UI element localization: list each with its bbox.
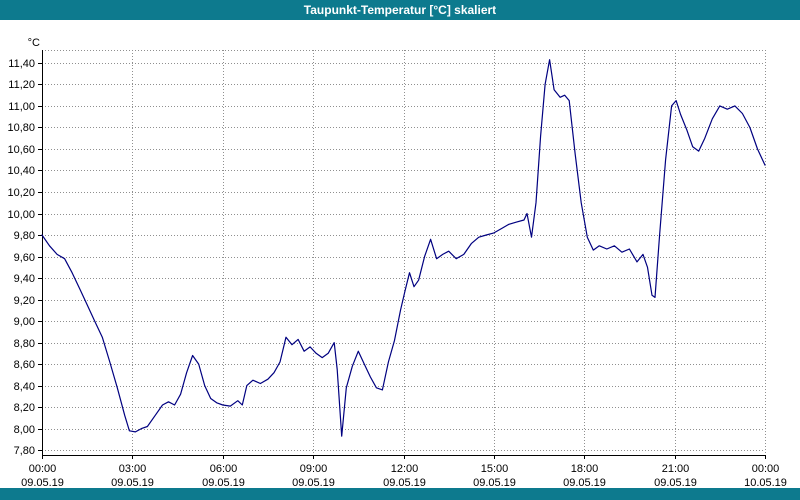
x-tick-time-label: 09:00 [300,463,328,475]
y-tick-label: 10,80 [7,122,35,134]
x-tick-time-label: 03:00 [119,463,147,475]
y-tick-label: 8,00 [14,424,35,436]
y-tick-label: 11,00 [8,101,35,113]
x-tick-date-label: 09.05.19 [21,477,64,489]
y-tick-label: 10,00 [7,209,35,221]
y-tick-label: 9,20 [14,295,35,307]
y-tick-label: 9,40 [14,273,35,285]
x-tick-time-label: 18:00 [571,463,599,475]
y-tick-label: 10,60 [7,144,35,156]
x-tick-time-label: 15:00 [481,463,509,475]
x-tick-time-label: 12:00 [391,463,419,475]
x-tick-time-label: 21:00 [662,463,690,475]
y-tick-label: 9,60 [14,252,35,264]
y-tick-label: 11,20 [8,79,35,91]
y-tick-label: 8,80 [14,338,35,350]
title-bar: Taupunkt-Temperatur [°C] skaliert [0,0,800,20]
bottom-bar [0,488,800,500]
y-tick-label: 11,40 [8,58,35,70]
x-tick-time-label: 06:00 [210,463,238,475]
y-tick-label: 8,60 [14,359,35,371]
x-tick-time-label: 00:00 [752,463,780,475]
x-tick-date-label: 09.05.19 [202,477,245,489]
x-tick-date-label: 09.05.19 [292,477,335,489]
x-tick-time-label: 00:00 [29,463,57,475]
x-tick-date-label: 09.05.19 [111,477,154,489]
y-tick-label: 7,80 [14,445,35,457]
x-tick-date-label: 09.05.19 [473,477,516,489]
x-tick-date-label: 10.05.19 [744,477,787,489]
y-tick-label: 9,80 [14,230,35,242]
chart-title: Taupunkt-Temperatur [°C] skaliert [303,3,497,17]
y-tick-label: 8,20 [14,402,35,414]
x-tick-date-label: 09.05.19 [563,477,606,489]
y-tick-label: 9,00 [14,316,35,328]
series-line [41,59,766,437]
y-tick-label: 10,20 [7,187,35,199]
x-tick-date-label: 09.05.19 [383,477,426,489]
x-tick-date-label: 09.05.19 [654,477,697,489]
y-axis-unit-label: °C [27,37,40,49]
y-tick-label: 8,40 [14,381,35,393]
y-tick-label: 10,40 [7,165,35,177]
